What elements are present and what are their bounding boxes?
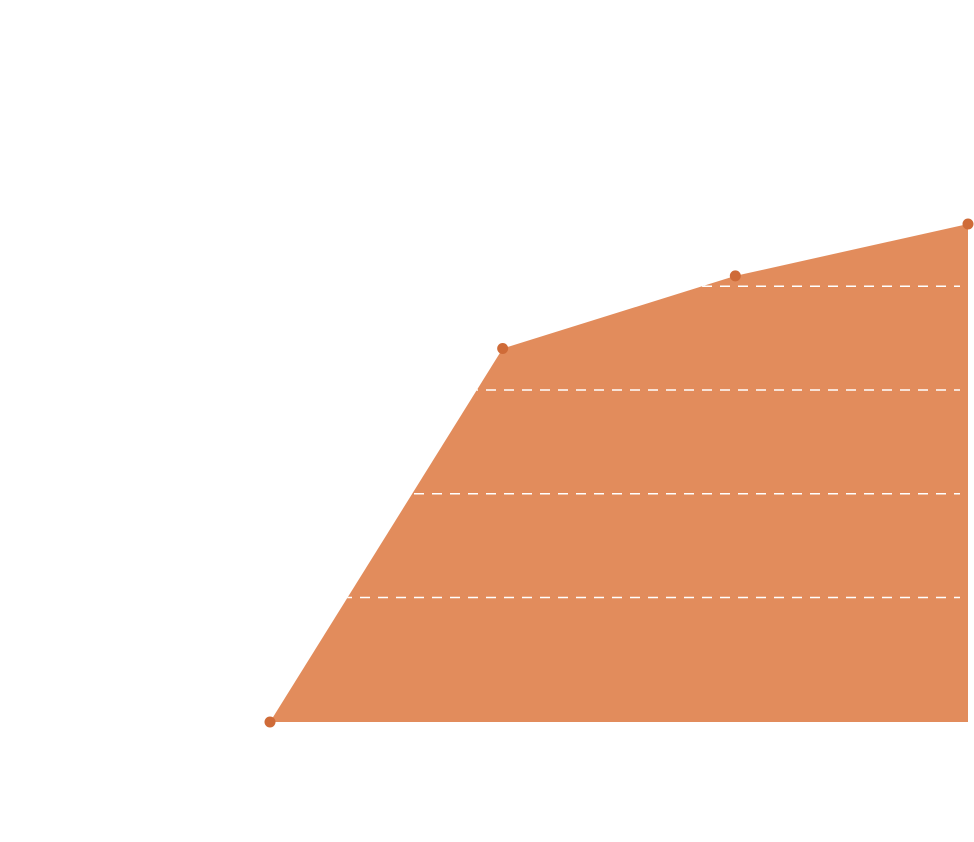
data-points (264, 218, 974, 728)
data-point-4 (962, 218, 974, 230)
data-point-3 (729, 270, 741, 282)
data-point-1 (264, 716, 276, 728)
data-point-2 (497, 343, 509, 354)
area-fill (270, 224, 968, 722)
